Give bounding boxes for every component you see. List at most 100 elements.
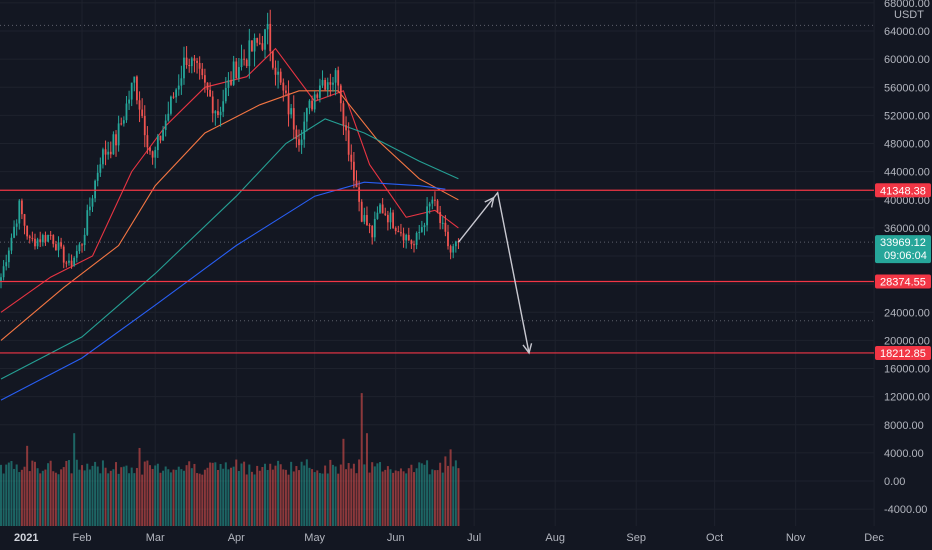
candle-body (99, 164, 102, 173)
candle-body (386, 214, 389, 223)
volume-bar (389, 469, 392, 526)
volume-bar (13, 468, 16, 526)
candle-body (211, 96, 214, 114)
volume-bar (376, 463, 379, 526)
volume-bar (148, 465, 151, 526)
candle-body (363, 215, 366, 222)
candle-body (62, 246, 65, 263)
candle-body (266, 23, 269, 30)
candle-body (143, 115, 146, 136)
candle-body (36, 239, 39, 247)
volume-bar (15, 464, 18, 526)
volume-bar (436, 470, 439, 526)
candle-body (316, 94, 319, 98)
volume-bar (44, 469, 47, 526)
candle-body (94, 180, 97, 199)
x-tick-label: Apr (228, 532, 245, 544)
candle-body (366, 215, 368, 226)
candle-body (0, 277, 2, 282)
volume-bar (112, 469, 115, 526)
y-tick-label: 48000.00 (884, 139, 930, 151)
candle-body (237, 67, 240, 79)
candle-body (447, 231, 449, 247)
horizontal-levels[interactable] (0, 189, 874, 354)
volume-bar (117, 473, 120, 526)
candle-body (397, 231, 400, 233)
volume-bar (57, 474, 60, 526)
candle-body (258, 42, 261, 44)
time-axis[interactable]: 2021 Feb Mar Apr May Jun Jul Aug Sep Oct Nov Dec (14, 532, 884, 544)
candle-body (83, 234, 86, 246)
volume-bar (73, 433, 76, 526)
candle-body (444, 222, 447, 232)
candle-body (376, 212, 379, 219)
candle-body (65, 262, 68, 264)
candle-body (274, 67, 277, 75)
candle-body (360, 201, 363, 222)
volume-bar (352, 463, 355, 526)
x-tick-label: Jun (387, 532, 405, 544)
candle-body (138, 100, 141, 110)
candle-body (102, 149, 104, 165)
candle-body (373, 218, 376, 238)
candle-body (347, 130, 350, 155)
volume-bar (235, 459, 238, 526)
candle-body (156, 135, 159, 151)
volume-bar (52, 471, 55, 526)
volume-bar (196, 473, 199, 526)
candle-body (203, 75, 206, 83)
volume-bar (162, 470, 165, 526)
candle-body (290, 108, 293, 115)
candle-body (400, 232, 402, 234)
candle-body (303, 121, 306, 140)
candle-body (300, 139, 303, 146)
x-tick-label: Feb (73, 532, 92, 544)
candle-body (420, 227, 423, 232)
candle-body (439, 211, 442, 223)
candle-body (180, 78, 183, 86)
volume-bar (201, 474, 204, 526)
volume-bar (0, 464, 2, 526)
volume-bar (146, 460, 149, 526)
candle-body (261, 43, 264, 50)
dotted-levels (0, 24, 874, 322)
candle-body (434, 199, 436, 201)
candle-body (104, 149, 107, 155)
volume-bar (284, 469, 287, 526)
volume-bar (180, 469, 183, 526)
candle-body (227, 80, 230, 88)
candle-body (209, 89, 212, 97)
volume-bar (81, 465, 84, 526)
volume-bar (151, 468, 154, 526)
candle-body (279, 71, 282, 83)
volume-bar (62, 467, 65, 526)
candle-body (413, 244, 415, 246)
x-tick-label: Mar (146, 532, 165, 544)
candle-body (49, 234, 52, 236)
candle-body (418, 231, 421, 234)
volume-bar (224, 462, 227, 526)
candle-body (214, 111, 217, 114)
volume-bar (188, 461, 191, 526)
level-tag-18212: 18212.85 (880, 348, 926, 360)
volume-bar (164, 466, 167, 526)
volume-bar (295, 466, 298, 526)
candle-body (96, 172, 99, 181)
volume-bar (384, 469, 387, 526)
candle-body (319, 85, 321, 98)
volume-bar (371, 462, 374, 526)
candle-body (441, 222, 444, 224)
projection-path[interactable] (457, 191, 533, 355)
candle-body (358, 187, 361, 202)
candle-body (287, 92, 290, 115)
volume-bar (355, 473, 358, 526)
candle-body (68, 260, 70, 263)
candle-body (337, 70, 340, 86)
candle-body (350, 154, 353, 162)
volume-bar (279, 464, 282, 526)
candle-body (107, 151, 110, 155)
candle-body (2, 266, 5, 278)
volume-bar (287, 474, 290, 526)
candle-body (392, 212, 394, 228)
